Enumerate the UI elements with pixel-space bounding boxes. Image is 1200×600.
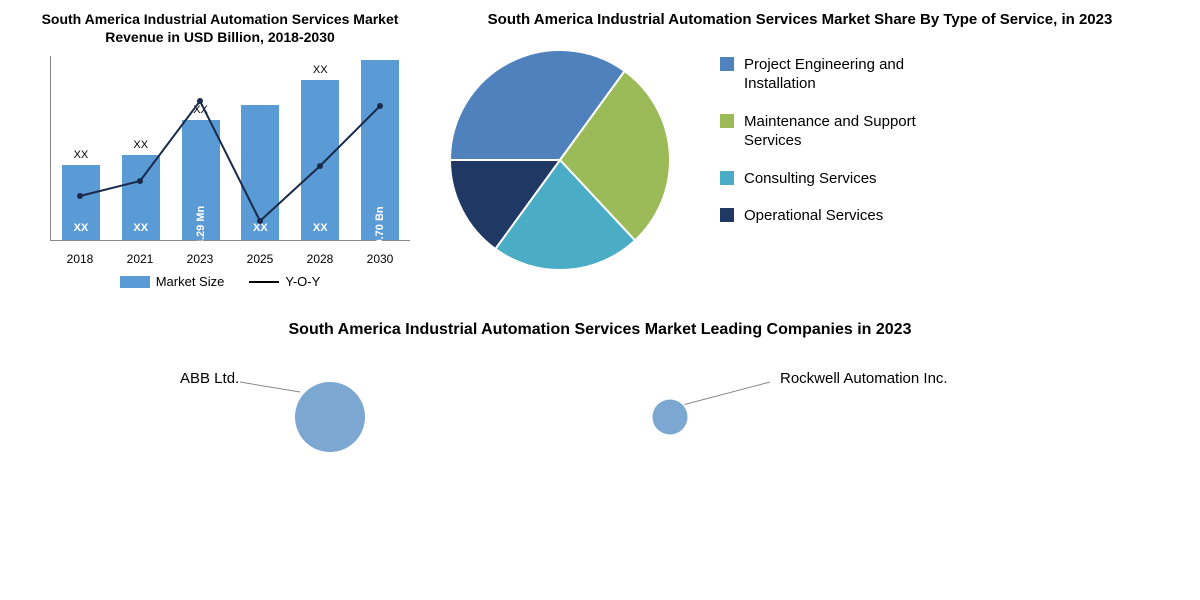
pie-legend-label: Consulting Services (744, 169, 877, 189)
companies-bubbles: ABB Ltd. Rockwell Automation Inc. (30, 362, 1170, 462)
company-label: Rockwell Automation Inc. (780, 370, 948, 387)
pie-chart (430, 45, 690, 280)
x-axis-label: 2018 (59, 252, 101, 266)
x-axis-label: 2025 (239, 252, 281, 266)
bar-top-label: XX (74, 149, 89, 161)
bar-value-label: 18.29 Mn (195, 206, 207, 252)
bar: XX (122, 155, 160, 240)
bar: 29.70 Bn (361, 60, 399, 240)
bar: XX (301, 80, 339, 240)
bar: XX (241, 105, 279, 240)
company-label: ABB Ltd. (180, 370, 239, 387)
x-axis-label: 2030 (359, 252, 401, 266)
x-axis-label: 2028 (299, 252, 341, 266)
pie-chart-section: South America Industrial Automation Serv… (430, 10, 1170, 289)
pie-legend-item: Project Engineering and Installation (720, 55, 964, 94)
bar-wrap: XXXX (299, 80, 341, 240)
bar-wrap: XX18.29 Mn (180, 120, 222, 240)
bar-chart-legend: Market Size Y-O-Y (30, 274, 410, 289)
bar-value-label: 29.70 Bn (374, 207, 386, 252)
legend-market-size-label: Market Size (156, 274, 225, 289)
pie-chart-title: South America Industrial Automation Serv… (430, 10, 1170, 30)
bar: XX (62, 165, 100, 240)
pie-legend-box-icon (720, 57, 734, 71)
pie-legend-item: Maintenance and Support Services (720, 112, 964, 151)
legend-box-icon (120, 276, 150, 288)
bar-chart: XXXXXXXXXX18.29 MnXXXXXX29.70 Bn 2018202… (50, 56, 410, 266)
pie-legend-box-icon (720, 114, 734, 128)
x-axis-label: 2023 (179, 252, 221, 266)
bar-value-label: XX (74, 222, 89, 234)
legend-market-size: Market Size (120, 274, 225, 289)
bar: 18.29 Mn (182, 120, 220, 240)
company-bubble (653, 399, 688, 434)
bar-chart-title: South America Industrial Automation Serv… (30, 10, 410, 46)
bar-wrap: 29.70 Bn (359, 60, 401, 240)
bar-value-label: XX (253, 222, 268, 234)
pie-legend-label: Project Engineering and Installation (744, 55, 964, 94)
pie-legend-item: Operational Services (720, 206, 964, 226)
bar-top-label: XX (313, 64, 328, 76)
legend-yoy-label: Y-O-Y (285, 274, 320, 289)
legend-yoy: Y-O-Y (249, 274, 320, 289)
companies-title: South America Industrial Automation Serv… (30, 319, 1170, 341)
pie-legend-box-icon (720, 208, 734, 222)
bar-wrap: XX (239, 105, 281, 240)
company-bubble (295, 382, 365, 452)
bar-value-label: XX (133, 222, 148, 234)
bar-wrap: XXXX (120, 155, 162, 240)
bar-wrap: XXXX (60, 165, 102, 240)
bar-chart-section: South America Industrial Automation Serv… (30, 10, 410, 289)
companies-section: South America Industrial Automation Serv… (30, 319, 1170, 461)
pie-legend-label: Operational Services (744, 206, 883, 226)
pie-legend-item: Consulting Services (720, 169, 964, 189)
x-axis-label: 2021 (119, 252, 161, 266)
pie-legend-box-icon (720, 171, 734, 185)
bar-top-label: XX (193, 104, 208, 116)
bar-top-label: XX (133, 139, 148, 151)
bar-value-label: XX (313, 222, 328, 234)
pie-legend: Project Engineering and Installation Main… (720, 45, 964, 226)
pie-legend-label: Maintenance and Support Services (744, 112, 964, 151)
legend-line-icon (249, 281, 279, 283)
